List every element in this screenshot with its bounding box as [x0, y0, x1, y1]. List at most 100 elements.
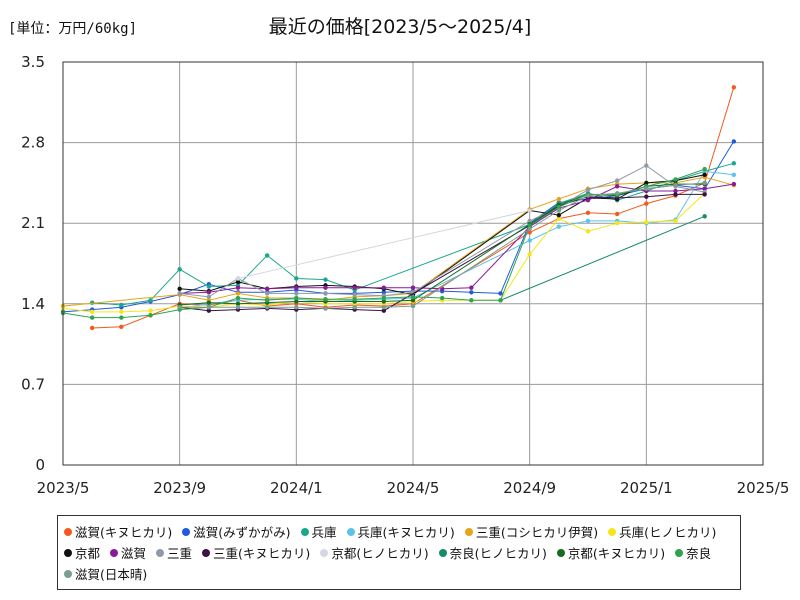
- data-point: [294, 295, 299, 301]
- legend-label: 京都: [75, 546, 101, 561]
- series-layer: [60, 85, 737, 331]
- data-point: [556, 208, 562, 213]
- legend-item: 兵庫: [300, 521, 337, 542]
- legend-marker: [64, 569, 72, 578]
- data-point: [381, 308, 387, 313]
- data-point: [527, 223, 532, 228]
- data-point: [731, 172, 737, 178]
- x-tick-label: 2023/9: [153, 479, 206, 497]
- y-tick-label: 2.1: [21, 214, 45, 232]
- data-point: [410, 294, 416, 300]
- data-point: [235, 291, 241, 296]
- data-point: [644, 163, 649, 168]
- data-point: [323, 277, 328, 282]
- data-point: [352, 292, 357, 297]
- y-tick-label: 0.7: [21, 375, 45, 393]
- data-point: [235, 295, 241, 301]
- legend-marker: [64, 527, 72, 536]
- legend-item: 京都: [64, 542, 100, 563]
- data-point: [556, 216, 562, 221]
- legend-item: 三重(コシヒカリ伊賀): [464, 521, 599, 542]
- legend-item: 京都(キヌヒカリ): [556, 542, 665, 563]
- data-point: [439, 295, 445, 301]
- data-point: [469, 290, 474, 295]
- data-point: [527, 226, 532, 232]
- legend-item: 兵庫(ヒノヒカリ): [608, 521, 716, 542]
- legend-label: 奈良: [686, 546, 712, 561]
- data-point: [323, 291, 328, 296]
- data-point: [381, 290, 387, 295]
- legend-label: 滋賀(キヌヒカリ): [75, 525, 173, 540]
- legend-item: 滋賀(みずかがみ): [182, 521, 291, 542]
- legend-label: 三重(コシヒカリ伊賀): [475, 525, 599, 540]
- legend-item: 三重(キヌヒカリ): [202, 542, 310, 563]
- series-line: [92, 162, 734, 306]
- data-point: [614, 178, 620, 183]
- x-tick-label: 2023/5: [37, 479, 90, 497]
- legend-marker: [300, 527, 309, 536]
- data-point: [673, 183, 678, 188]
- data-point: [177, 291, 182, 296]
- data-point: [206, 305, 212, 310]
- x-tick-label: 2025/5: [737, 479, 790, 497]
- data-point: [410, 298, 416, 303]
- legend-marker: [556, 548, 565, 557]
- legend-label: 京都(ヒノヒカリ): [331, 546, 429, 561]
- data-point: [89, 309, 95, 315]
- legend-item: 兵庫(キヌヒカリ): [346, 521, 455, 542]
- data-point: [410, 303, 416, 309]
- y-tick-label: 1.4: [21, 295, 45, 313]
- legend-marker: [346, 527, 355, 536]
- data-point: [731, 181, 737, 187]
- data-point: [644, 194, 649, 199]
- legend-label: 奈良(ヒノヒカリ): [449, 546, 547, 561]
- x-tick-label: 2024/9: [503, 479, 556, 497]
- data-point: [614, 191, 620, 196]
- data-point: [527, 238, 532, 243]
- data-point: [177, 286, 182, 292]
- data-point: [119, 324, 124, 330]
- data-point: [264, 253, 270, 258]
- data-point: [381, 299, 387, 304]
- data-point: [235, 301, 241, 306]
- grid: [63, 62, 763, 465]
- data-point: [177, 267, 182, 272]
- data-point: [644, 219, 649, 225]
- data-point: [585, 197, 591, 203]
- data-point: [527, 252, 532, 257]
- data-point: [294, 285, 299, 290]
- legend-marker: [64, 548, 72, 557]
- tick-labels: 0 0.7 1.4 2.1 2.8 3.5 2023/5 2023/9 2024/1 2024/5…: [21, 53, 789, 497]
- data-point: [702, 172, 707, 178]
- data-point: [469, 298, 474, 303]
- data-point: [527, 230, 532, 235]
- legend-label: 三重(キヌヒカリ): [213, 546, 311, 561]
- data-point: [614, 184, 620, 189]
- legend-marker: [156, 548, 165, 557]
- data-point: [469, 285, 474, 290]
- data-point: [731, 139, 737, 144]
- data-point: [294, 305, 299, 310]
- data-point: [702, 186, 707, 191]
- data-point: [119, 302, 124, 308]
- data-point: [352, 296, 357, 302]
- data-point: [498, 298, 503, 303]
- data-point: [148, 313, 153, 318]
- legend-marker: [110, 548, 119, 557]
- data-point: [89, 315, 95, 320]
- data-point: [381, 295, 387, 301]
- data-point: [644, 201, 649, 206]
- legend-label: 滋賀: [121, 546, 147, 561]
- legend-item: 三重: [156, 542, 192, 563]
- series-line: [500, 215, 705, 301]
- legend-item: 滋賀(日本晴): [64, 563, 147, 584]
- data-point: [323, 285, 328, 290]
- legend-label: 兵庫(ヒノヒカリ): [619, 525, 717, 540]
- series-line: [237, 210, 530, 279]
- data-point: [673, 218, 678, 224]
- data-point: [585, 210, 591, 216]
- unit-label: [単位：万円/60kg]: [8, 21, 138, 37]
- data-point: [264, 298, 270, 303]
- data-point: [235, 305, 241, 310]
